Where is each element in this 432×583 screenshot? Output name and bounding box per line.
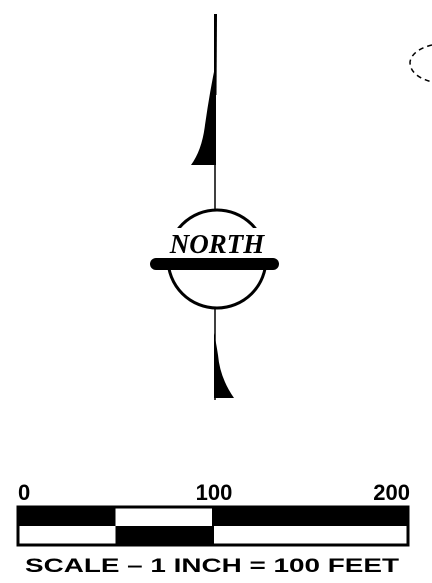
scale-tick-label-0: 0 [18,480,30,505]
scale-segment-2-top [213,507,408,526]
scale-segment-2-bottom [213,526,408,545]
north-arrow-lower-flag [214,333,234,398]
cropped-dashed-feature [409,44,432,83]
scale-tick-label-200: 200 [373,480,410,505]
north-arrow: NORTH [150,14,279,400]
scale-caption: SCALE – 1 INCH = 100 FEET [25,556,400,577]
scale-segment-0-bottom [18,526,116,545]
north-label-backing [165,228,269,258]
north-arrow-bar [150,258,279,270]
scale-bar: 0 100 200 SCALE – 1 INCH = 100 FEET [16,480,410,577]
scale-segment-1-bottom [115,526,213,545]
north-arrow-upper-flag [191,62,216,165]
scale-bar-segments [18,507,408,545]
scale-segment-1-top [115,507,213,526]
scale-segment-0-top [18,507,116,526]
north-label: NORTH [169,229,265,259]
scale-tick-label-100: 100 [196,480,233,505]
